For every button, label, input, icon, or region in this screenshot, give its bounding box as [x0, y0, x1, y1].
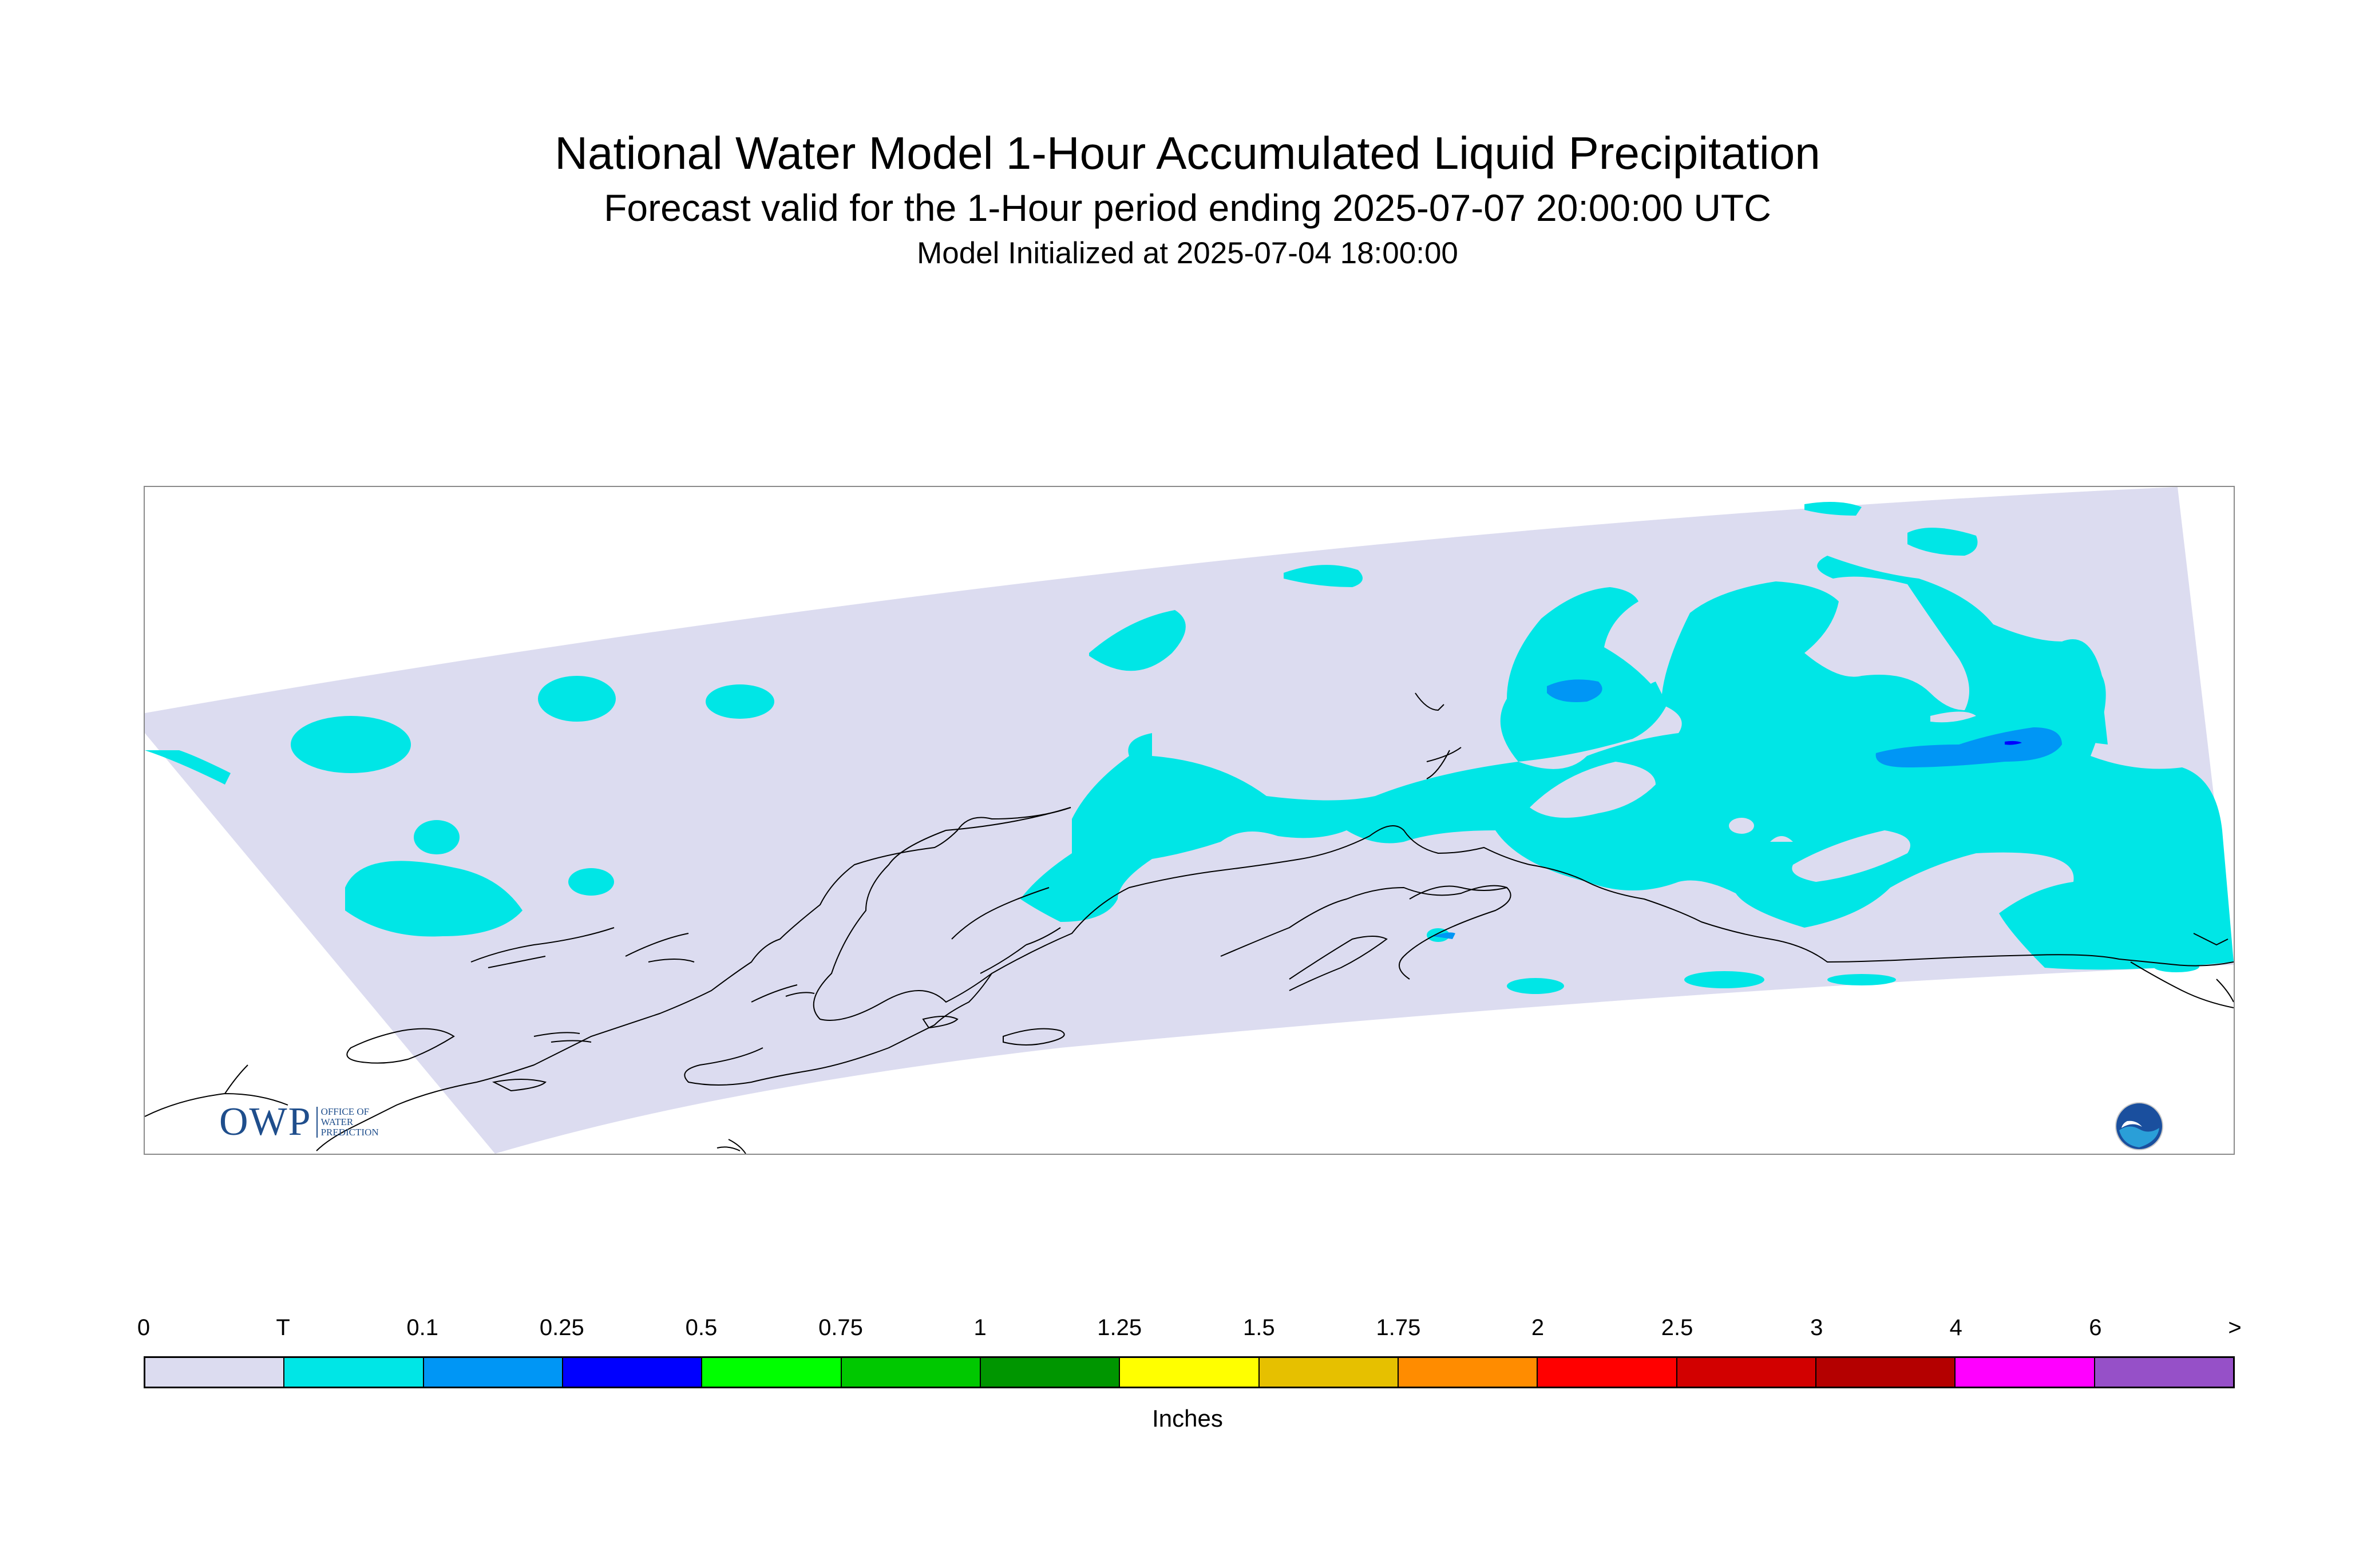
noaa-logo	[2115, 1102, 2163, 1150]
legend-swatch	[1677, 1358, 1816, 1387]
precipitation-map	[145, 487, 2234, 1154]
legend-swatch	[423, 1358, 563, 1387]
light-precip-areas	[1432, 679, 2062, 939]
legend-tick-label: 0.1	[406, 1315, 438, 1340]
owp-logo: OWP OFFICE OF WATER PREDICTION	[219, 1100, 379, 1144]
legend-tick-label: T	[276, 1315, 290, 1340]
legend-tick-label: >	[2228, 1315, 2242, 1340]
legend-tick-label: 4	[1949, 1315, 1962, 1340]
map-panel: OWP OFFICE OF WATER PREDICTION	[144, 486, 2235, 1155]
no-precip-holes	[1530, 711, 2056, 899]
legend-swatch	[145, 1358, 285, 1387]
legend-swatch	[563, 1358, 703, 1387]
legend-tick-label: 1.75	[1376, 1315, 1421, 1340]
legend-tick-label: 0.75	[818, 1315, 863, 1340]
legend-color-bar	[144, 1356, 2235, 1388]
legend-units-label: Inches	[1152, 1405, 1223, 1432]
moderate-precip-spot	[2005, 741, 2022, 745]
legend-tick-label: 1.5	[1242, 1315, 1275, 1340]
legend-tick-label: 1	[973, 1315, 987, 1340]
legend-swatch	[980, 1358, 1121, 1387]
legend-swatch	[1816, 1358, 1956, 1387]
legend-tick-label: 3	[1810, 1315, 1823, 1340]
precip-legend: 0 T 0.1 0.25 0.5 0.75 1 1.25 1.5 1.75 2 2.5 3 4 6 >	[137, 1315, 2242, 1388]
owp-sub-line: PREDICTION	[320, 1127, 379, 1138]
model-init-time: Model Initialized at 2025-07-04 18:00:00	[917, 236, 1458, 270]
legend-swatch	[1120, 1358, 1260, 1387]
legend-tick-label: 0	[137, 1315, 151, 1340]
map-title: National Water Model 1-Hour Accumulated …	[555, 128, 1820, 179]
legend-swatch	[1538, 1358, 1677, 1387]
forecast-valid-subtitle: Forecast valid for the 1-Hour period end…	[604, 187, 1771, 229]
legend-tick-label: 2	[1531, 1315, 1545, 1340]
legend-tick-label: 1.25	[1097, 1315, 1142, 1340]
owp-sub-line: WATER	[320, 1116, 354, 1127]
legend-swatch	[2095, 1358, 2233, 1387]
coastlines	[145, 692, 2234, 1154]
owp-sub-line: OFFICE OF	[320, 1106, 370, 1117]
legend-swatch	[1398, 1358, 1538, 1387]
legend-swatch	[284, 1358, 424, 1387]
legend-swatch	[1956, 1358, 2095, 1387]
legend-swatch	[702, 1358, 842, 1387]
legend-tick-label: 2.5	[1661, 1315, 1693, 1340]
legend-tick-label: 0.25	[539, 1315, 584, 1340]
owp-logo-letters: OWP	[219, 1100, 312, 1144]
legend-swatch	[1259, 1358, 1399, 1387]
legend-swatch	[841, 1358, 981, 1387]
owp-logo-subtitle: OFFICE OF WATER PREDICTION	[316, 1107, 379, 1138]
legend-tick-label: 6	[2089, 1315, 2102, 1340]
legend-tick-label: 0.5	[685, 1315, 718, 1340]
